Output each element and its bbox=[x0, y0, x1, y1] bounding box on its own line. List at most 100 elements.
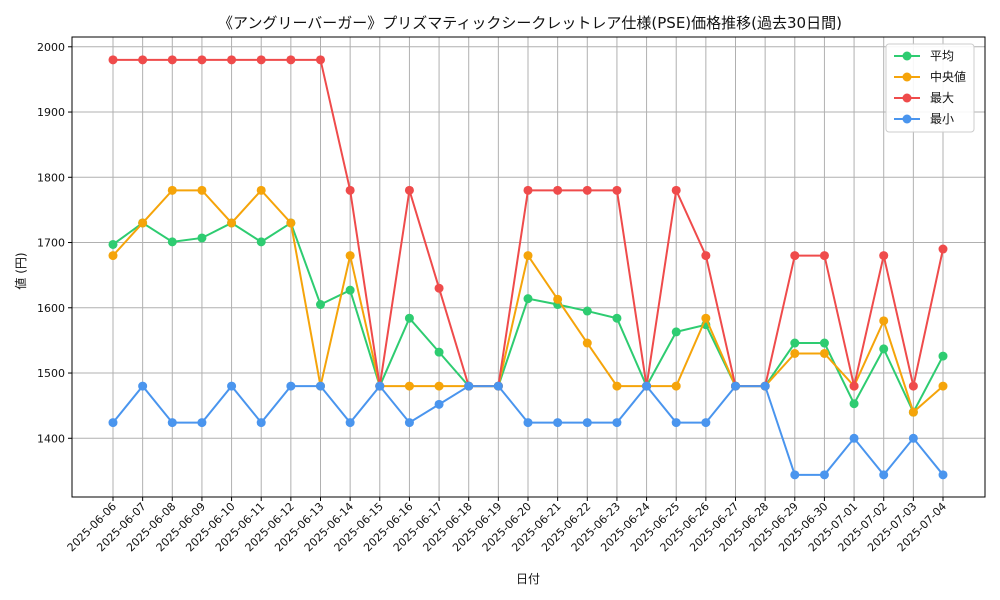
data-point bbox=[138, 55, 148, 65]
data-point bbox=[701, 251, 711, 261]
data-point bbox=[938, 351, 948, 361]
legend: 平均 中央値 最大 最小 bbox=[885, 43, 975, 133]
data-point bbox=[819, 470, 829, 480]
data-point bbox=[434, 381, 444, 391]
data-point bbox=[879, 344, 889, 354]
data-point bbox=[197, 185, 207, 195]
data-point bbox=[345, 285, 355, 295]
y-tick-label: 2000 bbox=[37, 41, 65, 54]
data-point bbox=[286, 381, 296, 391]
data-point bbox=[908, 433, 918, 443]
data-point bbox=[790, 470, 800, 480]
data-point bbox=[434, 283, 444, 293]
data-point bbox=[404, 185, 414, 195]
data-point bbox=[108, 418, 118, 428]
data-point bbox=[256, 185, 266, 195]
data-point bbox=[138, 218, 148, 228]
data-point bbox=[167, 237, 177, 247]
data-point bbox=[671, 185, 681, 195]
legend-box bbox=[885, 43, 975, 133]
series-layer bbox=[108, 55, 948, 480]
data-point bbox=[227, 55, 237, 65]
y-tick-label: 1900 bbox=[37, 106, 65, 119]
series-2 bbox=[108, 55, 948, 391]
data-point bbox=[731, 381, 740, 391]
data-point bbox=[167, 55, 177, 65]
data-point bbox=[167, 418, 177, 428]
data-point bbox=[553, 418, 563, 428]
data-point bbox=[523, 418, 533, 428]
data-point bbox=[256, 237, 266, 247]
data-point bbox=[908, 381, 918, 391]
data-point bbox=[642, 381, 652, 391]
data-point bbox=[612, 313, 622, 323]
y-tick-label: 1400 bbox=[37, 432, 65, 445]
data-point bbox=[582, 185, 592, 195]
data-point bbox=[701, 418, 711, 428]
data-point bbox=[375, 381, 385, 391]
data-point bbox=[790, 251, 800, 261]
data-point bbox=[286, 218, 296, 228]
data-point bbox=[345, 185, 355, 195]
data-point bbox=[108, 55, 118, 65]
data-point bbox=[523, 251, 533, 261]
data-point bbox=[197, 233, 207, 243]
data-point bbox=[790, 338, 800, 348]
data-point bbox=[819, 338, 829, 348]
data-point bbox=[167, 185, 177, 195]
y-tick-label: 1600 bbox=[37, 302, 65, 315]
data-point bbox=[316, 55, 325, 65]
data-point bbox=[256, 55, 266, 65]
data-point bbox=[404, 313, 414, 323]
y-tick-label: 1500 bbox=[37, 367, 65, 380]
data-point bbox=[108, 251, 118, 261]
data-point bbox=[404, 418, 414, 428]
x-axis-ticks: 2025-06-062025-06-072025-06-082025-06-09… bbox=[65, 497, 949, 554]
legend-marker-0 bbox=[902, 51, 912, 61]
data-point bbox=[938, 244, 948, 254]
data-point bbox=[671, 381, 681, 391]
data-point bbox=[138, 381, 148, 391]
data-point bbox=[523, 294, 533, 304]
data-point bbox=[819, 348, 829, 358]
data-point bbox=[197, 55, 207, 65]
y-tick-label: 1700 bbox=[37, 237, 65, 250]
y-axis-ticks: 1400 1500 1600 1700 1800 1900 2000 bbox=[37, 41, 72, 445]
data-point bbox=[345, 418, 355, 428]
legend-label-0: 平均 bbox=[930, 49, 954, 63]
data-point bbox=[760, 381, 770, 391]
data-point bbox=[404, 381, 414, 391]
data-point bbox=[701, 313, 711, 323]
data-point bbox=[612, 418, 622, 428]
data-point bbox=[908, 407, 918, 417]
y-tick-label: 1800 bbox=[37, 171, 65, 184]
data-point bbox=[938, 381, 948, 391]
data-point bbox=[434, 347, 444, 357]
data-point bbox=[671, 327, 681, 337]
series-3 bbox=[108, 381, 948, 480]
data-point bbox=[523, 185, 533, 195]
data-point bbox=[849, 433, 859, 443]
data-point bbox=[612, 185, 622, 195]
data-point bbox=[316, 381, 325, 391]
data-point bbox=[790, 348, 800, 358]
data-point bbox=[582, 418, 592, 428]
data-point bbox=[256, 418, 266, 428]
legend-marker-3 bbox=[902, 114, 912, 124]
data-point bbox=[582, 306, 592, 316]
grid bbox=[72, 37, 985, 497]
data-point bbox=[227, 381, 237, 391]
legend-label-1: 中央値 bbox=[930, 69, 966, 84]
data-point bbox=[464, 381, 474, 391]
data-point bbox=[108, 239, 118, 249]
legend-label-3: 最小 bbox=[930, 112, 954, 126]
data-point bbox=[286, 55, 296, 65]
data-point bbox=[345, 251, 355, 261]
legend-label-2: 最大 bbox=[930, 91, 954, 105]
data-point bbox=[553, 185, 563, 195]
data-point bbox=[197, 418, 207, 428]
data-point bbox=[612, 381, 622, 391]
y-axis-label: 値 (円) bbox=[13, 252, 28, 289]
data-point bbox=[227, 218, 237, 228]
data-point bbox=[582, 338, 592, 348]
